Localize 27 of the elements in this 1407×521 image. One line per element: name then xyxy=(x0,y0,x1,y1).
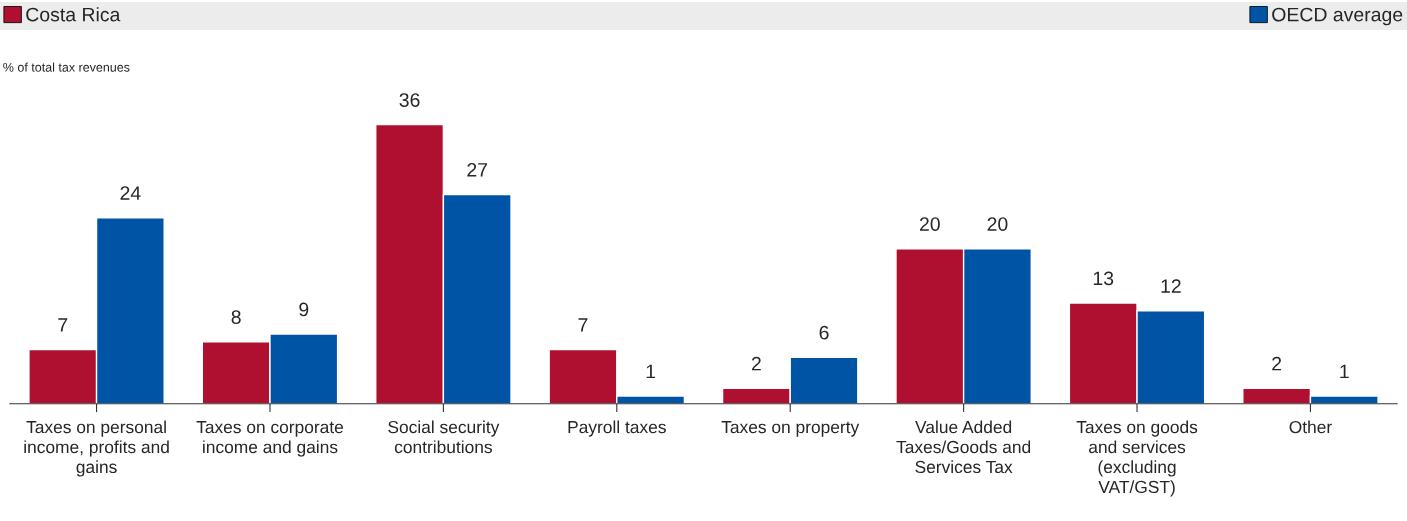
x-tick-label: Taxes on corporate income and gains xyxy=(196,421,344,457)
x-tick-label: Social security contributions xyxy=(388,420,500,454)
data-label: 20 xyxy=(987,217,1008,231)
x-tick-label: Value Added Taxes/Goods and Services Tax xyxy=(896,420,1031,474)
x-tick-label: Other xyxy=(1289,420,1332,434)
data-label: 27 xyxy=(467,162,488,177)
y-axis-title: % of total tax revenues xyxy=(3,62,130,72)
data-label: 1 xyxy=(646,364,656,379)
data-label: 7 xyxy=(578,318,588,332)
data-label: 13 xyxy=(1093,271,1114,286)
data-label: 2 xyxy=(1272,356,1282,371)
data-label: 6 xyxy=(819,325,829,340)
data-label: 9 xyxy=(299,302,309,317)
data-label: 24 xyxy=(120,186,141,200)
x-tick-label: Taxes on goods and services (excluding VAT/GST) xyxy=(1076,420,1198,497)
data-label: 8 xyxy=(231,310,241,325)
data-label: 2 xyxy=(751,356,761,371)
data-label: 7 xyxy=(58,318,68,332)
data-label: 20 xyxy=(919,217,940,231)
data-label: 12 xyxy=(1161,279,1181,293)
data-label: 1 xyxy=(1340,364,1349,379)
legend-label: Costa Rica xyxy=(26,7,121,22)
data-label: 36 xyxy=(399,93,420,107)
x-tick-label: Payroll taxes xyxy=(568,420,666,437)
x-tick-label: Taxes on personal income, profits and gains xyxy=(24,420,169,477)
legend-label: OECD average xyxy=(1272,7,1403,26)
x-tick-label: Taxes on property xyxy=(721,421,860,437)
